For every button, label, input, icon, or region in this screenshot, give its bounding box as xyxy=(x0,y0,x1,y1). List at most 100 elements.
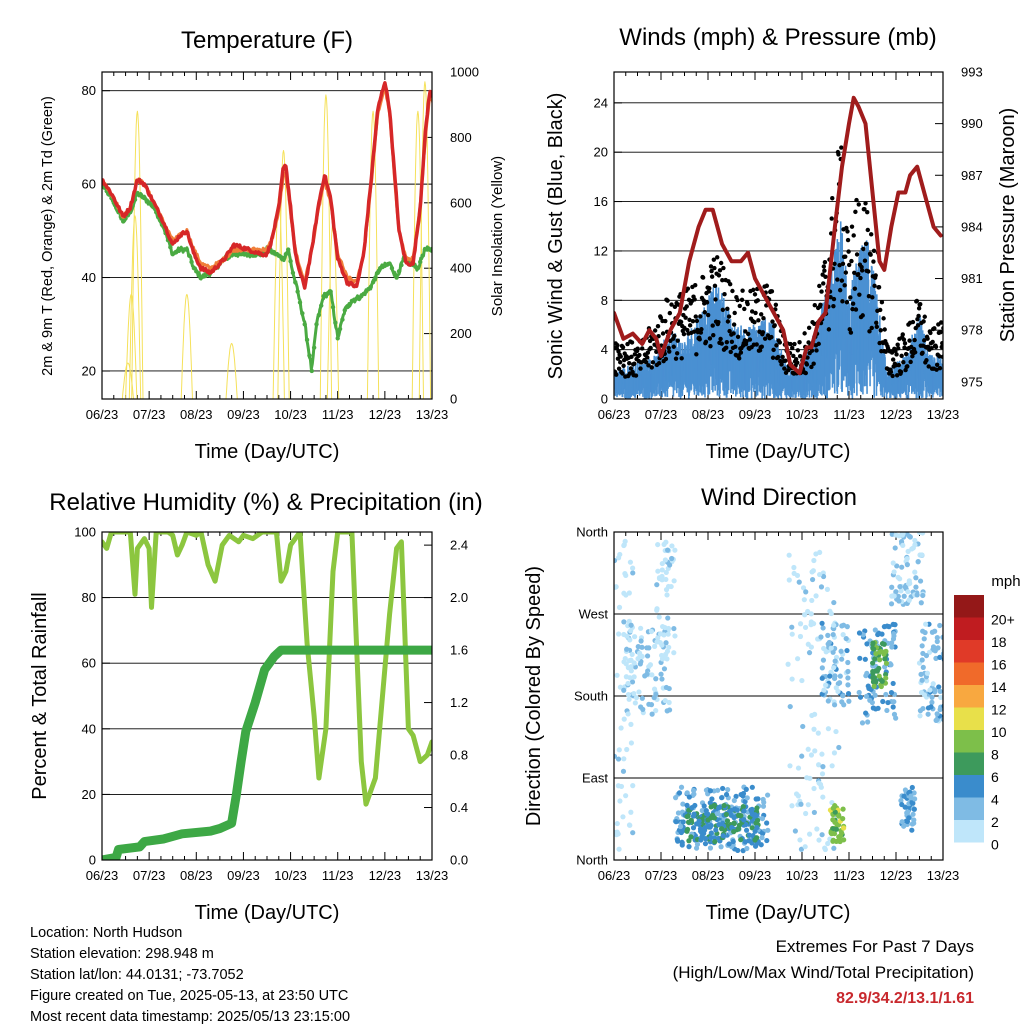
wind-direction-point xyxy=(741,808,747,814)
gust-point xyxy=(737,303,742,309)
gust-point xyxy=(687,317,692,323)
winds-xlabel: Time (Day/UTC) xyxy=(706,441,851,463)
gust-point xyxy=(788,341,793,347)
wind-direction-point xyxy=(664,656,670,662)
gust-point xyxy=(755,298,761,303)
wind-direction-point xyxy=(665,615,671,621)
gust-point xyxy=(930,339,935,345)
gust-point xyxy=(929,345,934,351)
gust-point xyxy=(780,354,785,360)
wind-direction-point xyxy=(657,631,664,637)
winds-xtick-label: 11/23 xyxy=(833,407,865,422)
gust-point xyxy=(846,262,852,268)
colorbar-swatch xyxy=(954,685,984,708)
gust-point xyxy=(803,370,808,376)
dewpoint-point xyxy=(389,266,395,271)
wind-direction-point xyxy=(633,695,640,701)
wind-direction-point xyxy=(684,826,691,833)
dewpoint-point xyxy=(187,253,192,258)
gust-point xyxy=(729,339,735,344)
wind-direction-point xyxy=(863,693,870,699)
wind-direction-point xyxy=(832,819,838,825)
wind-direction-point xyxy=(919,657,925,663)
gust-point xyxy=(743,329,748,334)
gust-point xyxy=(698,330,704,335)
gust-point xyxy=(812,321,817,326)
gust-point xyxy=(692,297,697,302)
gust-point xyxy=(716,319,721,325)
gust-point xyxy=(648,345,653,351)
gust-point xyxy=(928,330,933,336)
gust-point xyxy=(672,333,677,339)
gust-point xyxy=(845,229,850,234)
wind-direction-point xyxy=(836,834,842,840)
gust-point xyxy=(903,351,909,357)
gust-point xyxy=(735,297,740,303)
wind-direction-point xyxy=(888,601,895,607)
wind-direction-point xyxy=(898,798,904,804)
gust-point xyxy=(817,283,822,289)
wind-direction-point xyxy=(819,832,825,838)
gust-point xyxy=(725,319,731,324)
wind-direction-point xyxy=(629,679,636,685)
wind-direction-point xyxy=(856,630,863,636)
solar-insolation-curve xyxy=(131,110,144,399)
gust-point xyxy=(922,314,927,319)
gust-point xyxy=(753,310,758,316)
gust-point xyxy=(740,288,745,293)
gust-point xyxy=(814,348,819,353)
gust-point xyxy=(700,275,706,280)
gust-point xyxy=(900,332,905,337)
gust-point xyxy=(667,310,673,316)
temperature-ytick-label: 80 xyxy=(82,83,96,98)
wind-direction-point xyxy=(707,800,713,806)
wind-direction-point xyxy=(677,823,684,830)
wind-direction-point xyxy=(655,568,661,574)
wind-direction-point xyxy=(761,799,767,805)
gust-point xyxy=(646,363,651,368)
wind-direction-point xyxy=(707,845,714,851)
wind-direction-point xyxy=(828,645,834,651)
gust-point xyxy=(840,299,845,304)
wind-direction-point xyxy=(662,697,668,704)
wind-direction-point xyxy=(632,634,638,640)
wind-direction-point xyxy=(909,546,915,552)
direction-xtick-label: 09/23 xyxy=(739,868,772,883)
gust-point xyxy=(764,283,770,288)
humidity-y2tick-label: 0.8 xyxy=(450,748,468,763)
solar-insolation-curve xyxy=(366,110,380,399)
wind-direction-point xyxy=(642,673,648,679)
humidity-title: Relative Humidity (%) & Precipitation (i… xyxy=(49,489,482,516)
wind-direction-point xyxy=(785,661,791,667)
wind-direction-point xyxy=(759,835,765,841)
humidity-xtick-label: 09/23 xyxy=(227,868,260,883)
wind-direction-point xyxy=(793,791,800,797)
wind-direction-point xyxy=(898,588,904,594)
solar-insolation-curve xyxy=(277,150,290,399)
wind-direction-point xyxy=(689,805,695,811)
gust-point xyxy=(632,352,638,357)
gust-point xyxy=(797,340,802,345)
winds-xtick-label: 12/23 xyxy=(880,407,913,422)
colorbar-label: 2 xyxy=(991,814,999,830)
wind-direction-point xyxy=(859,720,866,726)
humidity-y2tick-label: 0.4 xyxy=(450,800,468,815)
wind-direction-point xyxy=(720,833,726,839)
dewpoint-point xyxy=(435,251,439,255)
wind-direction-point xyxy=(617,684,623,690)
temperature-xtick-label: 08/23 xyxy=(180,407,213,422)
wind-direction-point xyxy=(754,835,760,841)
station-elevation: Station elevation: 298.948 m xyxy=(30,946,214,962)
humidity-xtick-label: 11/23 xyxy=(322,868,354,883)
wind-direction-point xyxy=(744,795,750,801)
total-precipitation-line xyxy=(102,645,432,860)
dewpoint-point xyxy=(290,270,296,276)
gust-point xyxy=(795,348,801,353)
gust-point xyxy=(635,346,640,351)
dewpoint-point xyxy=(293,280,298,285)
dewpoint-point xyxy=(314,322,319,327)
wind-direction-point xyxy=(845,691,852,697)
gust-point xyxy=(881,316,886,321)
gust-point xyxy=(849,258,854,264)
wind-direction-point xyxy=(876,630,882,636)
